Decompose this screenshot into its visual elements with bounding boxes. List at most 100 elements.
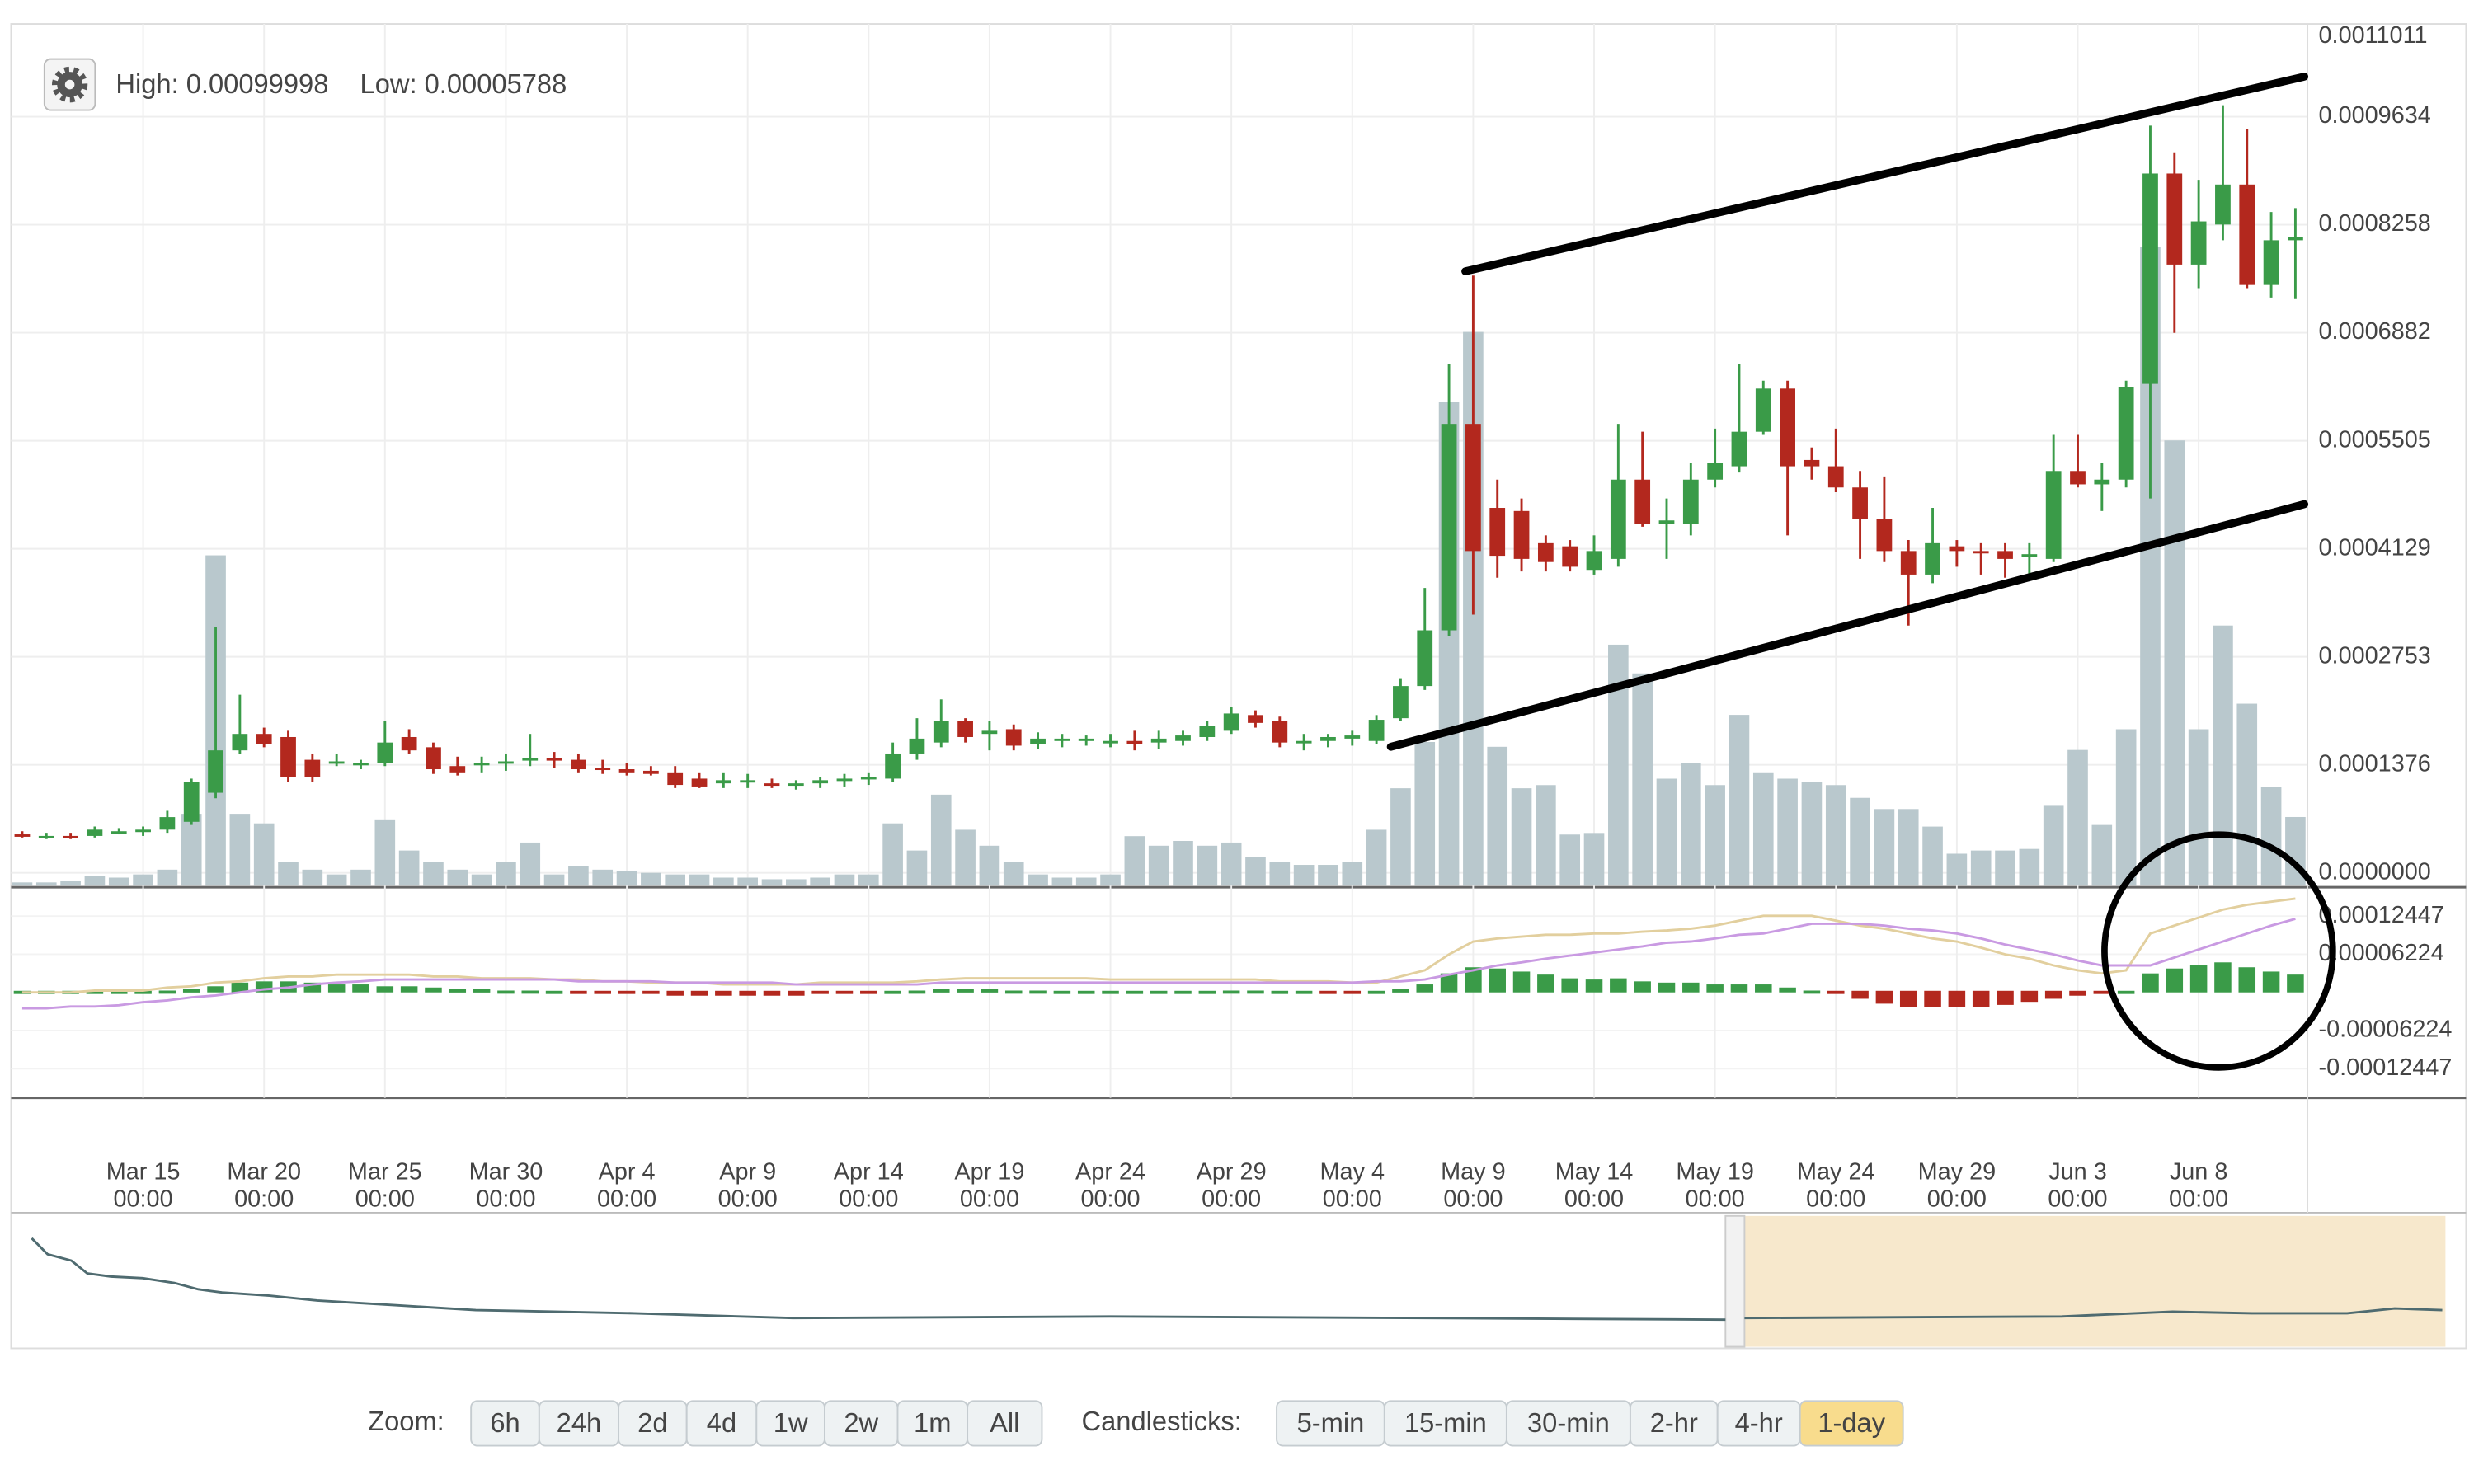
candle-body [1103,740,1118,744]
volume-bar [2188,729,2209,886]
volume-bar [2115,729,2137,886]
button-label: 2-hr [1650,1407,1698,1438]
volume-bar [1124,836,1145,886]
macd-histogram-bar [1053,990,1071,994]
macd-histogram-bar [1610,978,1627,993]
y-tick-label: 0.0008258 [2319,210,2431,237]
candle-body [1005,729,1022,746]
high-label: High: 0.00099998 [115,68,328,99]
candle-body [1827,466,1844,488]
volume-bar [1511,788,1532,886]
candle-body [812,780,829,784]
x-tick-label-line: 00:00 [2048,1186,2107,1212]
candle-body [38,835,54,838]
candle-body [1223,713,1239,731]
volume-bar [1487,746,1508,886]
volume-bar [1729,715,1750,886]
x-tick-label-line: 00:00 [839,1186,898,1212]
candle-body [159,817,176,830]
macd-histogram-bar [376,986,394,993]
candle-body [642,770,659,774]
macd-histogram-bar [1440,973,1458,993]
x-tick-label-line: 00:00 [1564,1186,1624,1212]
x-tick-label: Apr 24 00:00 [1075,1158,1145,1212]
macd-histogram-bar [1561,978,1578,993]
volume-bar [1390,788,1411,886]
candle-body [1175,735,1191,741]
macd-histogram-bar [2142,973,2159,993]
candle-body [256,734,272,744]
candle-body [2263,240,2279,285]
volume-bar [737,877,758,886]
volume-bar [1148,845,1169,886]
volume-bar [1221,842,1242,886]
candle-body [1949,546,1965,552]
candle-body [1900,551,1917,575]
header: High: 0.00099998 Low: 0.00005788 [43,58,567,111]
macd-histogram-bar [86,990,104,994]
volume-bar [1197,845,1218,886]
volume-bar [2067,749,2088,886]
x-tick-label: May 19 00:00 [1676,1158,1754,1212]
y-tick-label: 0.0002753 [2319,642,2431,669]
volume-bar [930,794,952,886]
candle-body [981,730,998,735]
candle-body [595,768,611,771]
volume-bar [906,850,928,886]
macd-histogram-bar [473,989,491,993]
volume-bar [1559,834,1581,886]
volume-bar [108,877,129,886]
volume-bar [641,872,661,886]
button-label: 2d [637,1407,667,1438]
volume-bar [496,862,516,886]
candle-body [2190,221,2207,265]
volume-bar [1051,877,1073,886]
macd-histogram-bar [2166,968,2184,993]
candle-body [87,829,103,836]
candle-body [449,766,466,773]
navigator-series [1744,1307,2443,1320]
x-tick-label-line: Jun 8 [2170,1158,2228,1185]
volume-bar [1825,785,1846,886]
macd-histogram-bar [207,986,224,993]
macd-histogram-bar [1972,990,1990,1007]
macd-histogram-bar [835,990,854,994]
macd-histogram-bar [2117,990,2135,994]
candle-body [183,782,200,822]
volume-bar [1269,862,1291,886]
volume-bar [689,874,710,886]
navigator-handle[interactable] [1724,1214,1746,1348]
candle-body [1393,686,1409,719]
x-tick-label-line: 00:00 [1080,1186,1140,1212]
candles-label: Candlesticks: [1082,1406,1242,1436]
button[interactable] [967,1400,1043,1447]
navigator-selection[interactable] [1744,1215,2446,1347]
x-tick-label: May 29 00:00 [1918,1158,1997,1212]
candle-body [860,777,877,780]
macd-histogram-bar [1682,982,1700,993]
candle-body [1199,726,1216,737]
volume-bar [2043,805,2064,886]
volume-bar [1536,785,1556,886]
macd-histogram-bar [1222,990,1240,994]
macd-histogram-bar [1174,990,1192,994]
x-tick-label-line: 00:00 [718,1186,778,1212]
macd-histogram-bar [158,990,176,994]
candle-body [1658,520,1675,524]
volume-bar [761,879,783,886]
x-tick-label: Apr 14 00:00 [834,1158,904,1212]
button-label: 1m [914,1407,951,1438]
macd-histogram-bar [884,990,901,994]
volume-bar [350,869,371,886]
button[interactable] [1799,1400,1904,1447]
macd-histogram-bar [134,990,152,994]
candle-body [1925,542,1940,575]
macd-histogram-bar [2287,974,2304,993]
volume-bar [786,879,807,886]
trend-line [1461,73,2309,275]
macd-histogram-bar [739,990,756,996]
y-tick-label: 0.0009634 [2319,102,2431,129]
candle-body [2166,173,2183,265]
candle-body [63,835,78,838]
